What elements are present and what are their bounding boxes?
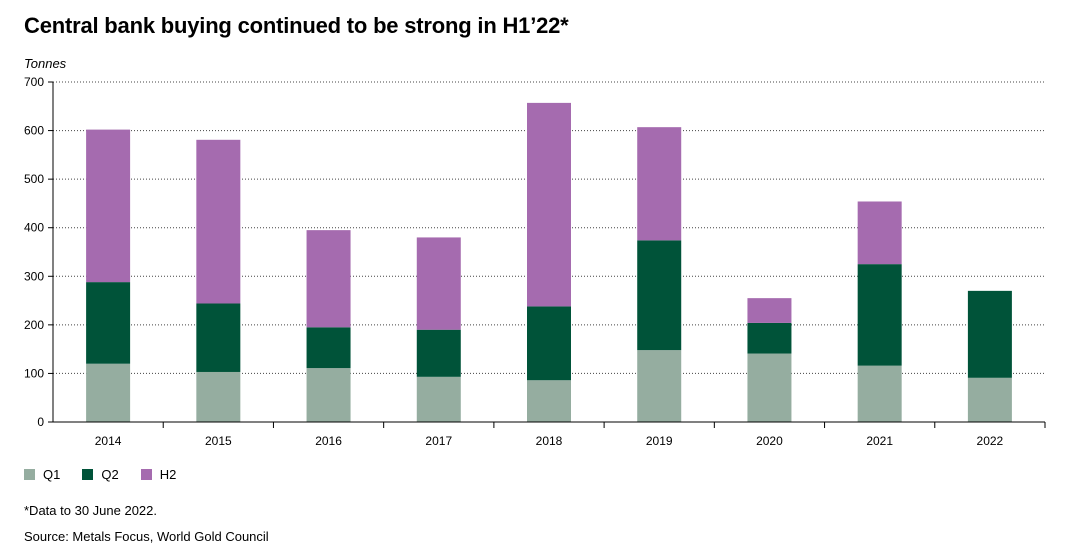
- bar-2018-q1: [527, 380, 571, 422]
- bar-2020-q1: [747, 353, 792, 422]
- legend-swatch-q1: [24, 469, 35, 480]
- legend: Q1 Q2 H2: [24, 467, 176, 482]
- x-tick-label-2014: 2014: [95, 434, 122, 448]
- bar-2017-q2: [416, 329, 461, 377]
- legend-item-q1: Q1: [24, 467, 60, 482]
- bar-2019-q2: [637, 240, 682, 351]
- bar-2021-q2: [857, 264, 902, 366]
- x-tick-label-2019: 2019: [646, 434, 673, 448]
- bar-2015-h2: [196, 139, 241, 304]
- x-tick-label-2021: 2021: [866, 434, 893, 448]
- y-tick-label-100: 100: [24, 366, 44, 380]
- bar-2017-h2: [416, 237, 461, 330]
- y-tick-label-300: 300: [24, 269, 44, 283]
- legend-item-h2: H2: [140, 467, 177, 482]
- y-tick-label-600: 600: [24, 124, 44, 138]
- chart-title: Central bank buying continued to be stro…: [24, 13, 569, 38]
- bar-2016-q1: [306, 368, 351, 422]
- y-tick-label-400: 400: [24, 221, 44, 235]
- y-tick-label-200: 200: [24, 318, 44, 332]
- bar-2021-q1: [857, 365, 902, 422]
- x-tick-label-2016: 2016: [315, 434, 342, 448]
- bar-2014-h2: [86, 129, 131, 283]
- legend-label-q2: Q2: [101, 467, 119, 482]
- bar-2019-q1: [637, 350, 682, 422]
- bar-2018-q2: [527, 306, 571, 381]
- bar-2016-q2: [306, 327, 351, 369]
- bar-2021-h2: [857, 201, 902, 265]
- bar-2015-q1: [196, 371, 241, 422]
- footnote: *Data to 30 June 2022.: [24, 503, 157, 518]
- x-tick-label-2020: 2020: [756, 434, 783, 448]
- bar-2017-q1: [416, 376, 461, 422]
- bar-2014-q1: [86, 363, 131, 422]
- source-note: Source: Metals Focus, World Gold Council: [24, 529, 269, 544]
- legend-label-h2: H2: [159, 467, 177, 482]
- bar-2020-h2: [747, 298, 792, 323]
- bar-2015-q2: [196, 303, 241, 372]
- bar-2016-h2: [306, 230, 351, 328]
- x-tick-label-2015: 2015: [205, 434, 232, 448]
- x-tick-label-2022: 2022: [977, 434, 1004, 448]
- x-tick-label-2017: 2017: [425, 434, 452, 448]
- y-axis-unit-label: Tonnes: [24, 56, 67, 71]
- legend-swatch-h2: [140, 469, 152, 480]
- y-tick-label-500: 500: [24, 172, 44, 186]
- legend-label-q1: Q1: [43, 467, 61, 482]
- bar-2019-h2: [637, 127, 682, 241]
- bar-2022-q2: [967, 290, 1012, 378]
- bar-2014-q2: [86, 282, 131, 364]
- y-tick-label-0: 0: [37, 415, 44, 429]
- x-tick-label-2018: 2018: [536, 434, 563, 448]
- bar-2022-q1: [967, 377, 1012, 422]
- bar-2020-q2: [747, 322, 792, 354]
- legend-item-q2: Q2: [82, 467, 119, 482]
- legend-swatch-q2: [82, 469, 94, 480]
- bar-2018-h2: [527, 102, 571, 307]
- y-tick-label-700: 700: [24, 75, 44, 89]
